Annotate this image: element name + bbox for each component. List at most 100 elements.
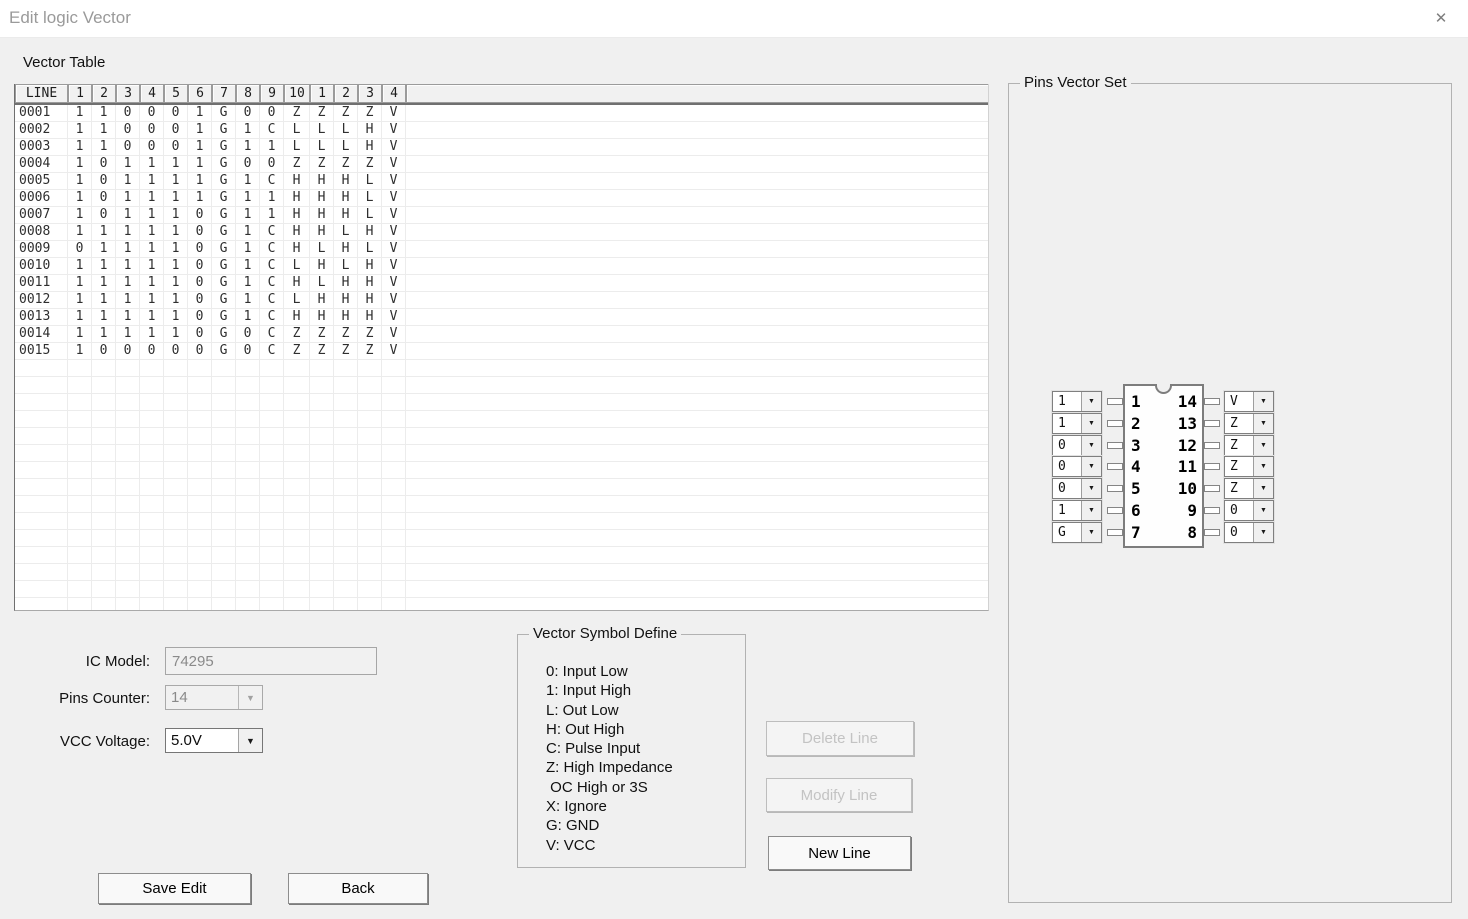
vector-cell[interactable]: V	[382, 105, 406, 121]
vector-cell[interactable]: Z	[334, 343, 358, 359]
vector-cell[interactable]: G	[212, 122, 236, 138]
vector-cell[interactable]: 0	[92, 156, 116, 172]
table-row[interactable]: 0004 1 0 1 1 1 1 G 0 0 Z Z Z Z V	[15, 156, 988, 173]
chevron-down-icon[interactable]: ▼	[1253, 457, 1273, 476]
vector-cell[interactable]: 1	[116, 241, 140, 257]
chevron-down-icon[interactable]: ▼	[1253, 414, 1273, 433]
vector-cell[interactable]: H	[310, 173, 334, 189]
vector-cell[interactable]: 1	[116, 292, 140, 308]
vector-cell[interactable]: 1	[116, 326, 140, 342]
vector-cell[interactable]: 0	[140, 105, 164, 121]
vector-cell[interactable]: Z	[310, 105, 334, 121]
vector-cell[interactable]: V	[382, 309, 406, 325]
line-number-cell[interactable]: 0015	[15, 343, 68, 359]
vector-cell[interactable]: 1	[164, 292, 188, 308]
vector-cell[interactable]: 1	[236, 173, 260, 189]
vector-cell[interactable]: 0	[236, 105, 260, 121]
vector-cell[interactable]: 1	[236, 309, 260, 325]
line-number-cell[interactable]: 0014	[15, 326, 68, 342]
vector-cell[interactable]: C	[260, 122, 284, 138]
line-number-cell[interactable]: 0002	[15, 122, 68, 138]
vector-cell[interactable]: H	[358, 122, 382, 138]
vector-cell[interactable]: H	[334, 207, 358, 223]
pin-13-vector-select[interactable]: Z ▼	[1224, 413, 1274, 434]
pin-6-vector-select[interactable]: 1 ▼	[1052, 500, 1102, 521]
vector-cell[interactable]: 0	[188, 292, 212, 308]
pin-8-vector-select[interactable]: 0 ▼	[1224, 522, 1274, 543]
vector-cell[interactable]: G	[212, 309, 236, 325]
vector-cell[interactable]: L	[284, 292, 310, 308]
vector-cell[interactable]: L	[310, 275, 334, 291]
line-number-cell[interactable]: 0006	[15, 190, 68, 206]
vector-cell[interactable]: V	[382, 326, 406, 342]
vector-cell[interactable]: 0	[140, 122, 164, 138]
vector-cell[interactable]: Z	[284, 326, 310, 342]
vector-cell[interactable]: 0	[92, 173, 116, 189]
vector-cell[interactable]: 0	[188, 207, 212, 223]
vector-cell[interactable]: V	[382, 173, 406, 189]
vector-cell[interactable]: 1	[164, 207, 188, 223]
vector-cell[interactable]: 1	[68, 309, 92, 325]
line-number-cell[interactable]: 0012	[15, 292, 68, 308]
vector-cell[interactable]: 1	[116, 258, 140, 274]
table-row[interactable]: 0005 1 0 1 1 1 1 G 1 C H H H L V	[15, 173, 988, 190]
chevron-down-icon[interactable]: ▼	[1253, 501, 1273, 520]
table-row[interactable]: 0009 0 1 1 1 1 0 G 1 C H L H L V	[15, 241, 988, 258]
vector-cell[interactable]: G	[212, 241, 236, 257]
vector-cell[interactable]: 1	[164, 156, 188, 172]
vector-cell[interactable]: 0	[188, 258, 212, 274]
vector-cell[interactable]: V	[382, 139, 406, 155]
vector-cell[interactable]: 1	[68, 156, 92, 172]
vector-cell[interactable]: 1	[68, 326, 92, 342]
vector-cell[interactable]: C	[260, 275, 284, 291]
back-button[interactable]: Back	[288, 873, 428, 904]
vector-cell[interactable]: C	[260, 224, 284, 240]
vector-cell[interactable]: 1	[236, 241, 260, 257]
vector-cell[interactable]: 0	[164, 122, 188, 138]
vector-cell[interactable]: V	[382, 156, 406, 172]
vector-cell[interactable]: 1	[116, 309, 140, 325]
vector-cell[interactable]: 1	[140, 190, 164, 206]
vector-cell[interactable]: 1	[188, 105, 212, 121]
vector-cell[interactable]: H	[310, 207, 334, 223]
vector-cell[interactable]: 1	[116, 173, 140, 189]
vector-cell[interactable]: G	[212, 173, 236, 189]
vector-cell[interactable]: 0	[164, 105, 188, 121]
vector-cell[interactable]: 1	[92, 326, 116, 342]
table-row[interactable]: 0014 1 1 1 1 1 0 G 0 C Z Z Z Z V	[15, 326, 988, 343]
chevron-down-icon[interactable]: ▼	[1253, 479, 1273, 498]
vector-cell[interactable]: L	[358, 190, 382, 206]
vector-cell[interactable]: 1	[140, 292, 164, 308]
vector-cell[interactable]: L	[358, 173, 382, 189]
vector-cell[interactable]: H	[284, 309, 310, 325]
chevron-down-icon[interactable]: ▼	[1253, 392, 1273, 411]
table-row[interactable]: 0006 1 0 1 1 1 1 G 1 1 H H H L V	[15, 190, 988, 207]
vector-cell[interactable]: 0	[188, 326, 212, 342]
vector-cell[interactable]: H	[358, 139, 382, 155]
vector-cell[interactable]: 1	[92, 241, 116, 257]
vector-cell[interactable]: 0	[92, 343, 116, 359]
chevron-down-icon[interactable]: ▼	[1081, 479, 1101, 498]
line-number-cell[interactable]: 0005	[15, 173, 68, 189]
vector-cell[interactable]: L	[284, 122, 310, 138]
vector-cell[interactable]: 1	[260, 139, 284, 155]
vector-cell[interactable]: G	[212, 258, 236, 274]
vector-cell[interactable]: V	[382, 275, 406, 291]
vector-cell[interactable]: 1	[140, 156, 164, 172]
vector-cell[interactable]: L	[310, 139, 334, 155]
vector-cell[interactable]: 0	[68, 241, 92, 257]
vector-cell[interactable]: 0	[188, 224, 212, 240]
vector-cell[interactable]: 1	[68, 292, 92, 308]
vector-cell[interactable]: 1	[116, 207, 140, 223]
vector-cell[interactable]: 1	[68, 105, 92, 121]
vector-cell[interactable]: 1	[116, 275, 140, 291]
vector-cell[interactable]: 1	[92, 224, 116, 240]
vector-cell[interactable]: 1	[92, 292, 116, 308]
vector-cell[interactable]: G	[212, 292, 236, 308]
vector-cell[interactable]: H	[334, 173, 358, 189]
line-number-cell[interactable]: 0003	[15, 139, 68, 155]
vector-cell[interactable]: L	[358, 241, 382, 257]
vector-table-grid[interactable]: LINE 1 2 3 4 5 6 7 8 9 10 1 2 3 4 0001 1 1 0 0 0 1 G 0 0 Z Z Z Z V 00…	[14, 84, 989, 611]
vector-cell[interactable]: 0	[188, 343, 212, 359]
vector-cell[interactable]: L	[284, 139, 310, 155]
